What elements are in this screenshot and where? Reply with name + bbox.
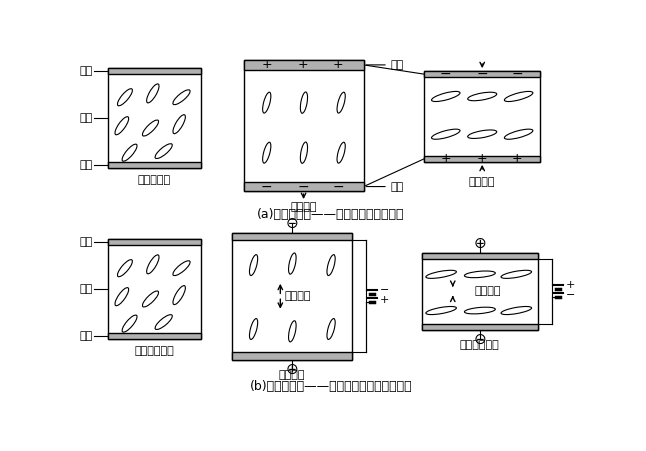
Bar — [422, 324, 538, 330]
Bar — [108, 68, 201, 74]
Bar — [424, 71, 540, 77]
Text: 未加压力时: 未加压力时 — [138, 175, 171, 185]
Text: +: + — [566, 280, 576, 290]
Text: 电荷: 电荷 — [366, 182, 404, 192]
Bar — [232, 352, 352, 360]
Bar — [232, 233, 352, 360]
Text: −: − — [511, 67, 523, 81]
Bar — [244, 182, 364, 191]
Text: +: + — [477, 152, 488, 166]
Text: +: + — [333, 58, 344, 71]
Text: 未施加电场时: 未施加电场时 — [134, 346, 174, 356]
Text: −: − — [332, 179, 344, 193]
Text: −: − — [261, 179, 273, 193]
Bar — [108, 333, 201, 339]
Text: 拉伸外力: 拉伸外力 — [290, 202, 317, 212]
Text: ⊕: ⊕ — [474, 236, 486, 251]
Bar — [422, 253, 538, 330]
Text: ⊖: ⊖ — [474, 331, 486, 346]
Text: ⊖: ⊖ — [286, 216, 298, 231]
Text: 电极: 电极 — [79, 331, 92, 341]
Text: ⊕: ⊕ — [286, 362, 298, 377]
Text: +: + — [512, 152, 523, 166]
Bar — [232, 233, 352, 240]
Text: 内应张力: 内应张力 — [285, 291, 311, 301]
Text: 晶体: 晶体 — [79, 284, 92, 294]
Text: 电极: 电极 — [79, 160, 92, 170]
Bar — [424, 156, 540, 162]
Text: 电极: 电极 — [79, 237, 92, 247]
Text: 外加反向电场: 外加反向电场 — [460, 340, 500, 350]
Text: +: + — [441, 152, 451, 166]
Text: 内应缩力: 内应缩力 — [474, 286, 501, 296]
Bar — [108, 68, 201, 168]
Text: −: − — [380, 285, 390, 295]
Text: −: − — [297, 179, 309, 193]
Text: (a)正压电效应——外力使晶体产生电荷: (a)正压电效应——外力使晶体产生电荷 — [257, 208, 405, 221]
Bar — [108, 239, 201, 339]
Text: +: + — [262, 58, 272, 71]
Text: +: + — [298, 58, 309, 71]
Bar — [244, 60, 364, 69]
Text: 电极: 电极 — [79, 66, 92, 76]
Text: 压缩外力: 压缩外力 — [469, 177, 495, 187]
Text: −: − — [566, 290, 576, 300]
Text: −: − — [476, 67, 488, 81]
Bar — [108, 162, 201, 168]
Text: 外加电场: 外加电场 — [278, 370, 305, 380]
Bar — [244, 60, 364, 191]
Text: −: − — [440, 67, 452, 81]
Bar — [422, 253, 538, 259]
Bar — [424, 71, 540, 162]
Bar — [108, 239, 201, 245]
Text: 电荷: 电荷 — [366, 60, 404, 70]
Text: +: + — [380, 295, 390, 305]
Text: 晶体: 晶体 — [79, 113, 92, 123]
Text: (b)逆压电效应——外加电场使晶体产生形变: (b)逆压电效应——外加电场使晶体产生形变 — [250, 380, 412, 393]
